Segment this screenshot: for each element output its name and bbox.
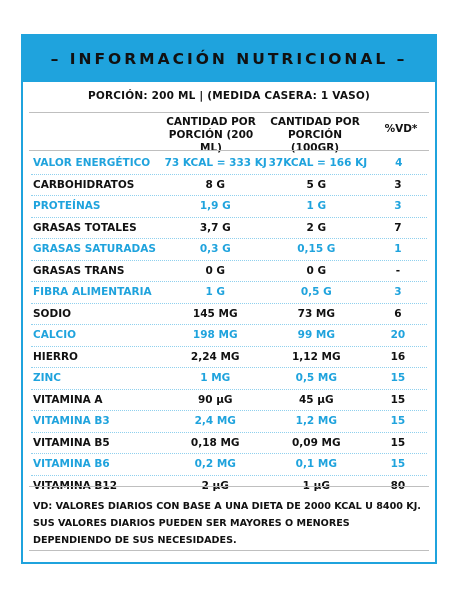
amount-100gr: 0,15 G xyxy=(297,243,336,256)
table-row: CALCIO 198 MG 99 MG 20 xyxy=(31,325,427,347)
amount-100gr: 1 G xyxy=(306,200,327,213)
table-row: VITAMINA B12 2 µG 1 µG 80 xyxy=(31,476,427,497)
amount-200ml: 1 MG xyxy=(200,372,231,385)
header-vd: %VD* xyxy=(384,123,418,135)
nutrient-name: VITAMINA B3 xyxy=(33,415,110,428)
daily-value: 15 xyxy=(390,458,406,471)
nutrient-name: VITAMINA B6 xyxy=(33,458,110,471)
amount-100gr: 0,5 G xyxy=(300,286,332,299)
amount-200ml: 1 G xyxy=(205,286,226,299)
divider xyxy=(29,150,429,151)
nutrient-name: HIERRO xyxy=(33,350,78,363)
amount-100gr: 1 µG xyxy=(302,479,330,492)
daily-value: 3 xyxy=(394,200,402,213)
amount-200ml: 0,18 MG xyxy=(190,436,240,449)
footnote: VD: VALORES DIARIOS CON BASE A UNA DIETA… xyxy=(33,501,421,546)
nutrient-name: GRASAS TOTALES xyxy=(33,221,137,234)
daily-value: - xyxy=(395,264,401,277)
nutrient-name: PROTEÍNAS xyxy=(33,200,101,213)
daily-value: 15 xyxy=(390,393,406,406)
table-row: PROTEÍNAS 1,9 G 1 G 3 xyxy=(31,196,427,218)
amount-200ml: 198 MG xyxy=(192,329,238,342)
amount-100gr: 2 G xyxy=(306,221,327,234)
table-row: VITAMINA B3 2,4 MG 1,2 MG 15 xyxy=(31,411,427,433)
nutrient-name: GRASAS SATURADAS xyxy=(33,243,156,256)
daily-value: 15 xyxy=(390,415,406,428)
table-row: VITAMINA B5 0,18 MG 0,09 MG 15 xyxy=(31,433,427,454)
nutrient-table: VALOR ENERGÉTICO 73 KCAL = 333 KJ 37KCAL =… xyxy=(31,153,427,496)
nutrient-name: VITAMINA B12 xyxy=(33,479,118,492)
table-row: VALOR ENERGÉTICO 73 KCAL = 333 KJ 37KCAL =… xyxy=(31,153,427,175)
daily-value: 3 xyxy=(394,286,402,299)
amount-100gr: 1,2 MG xyxy=(295,415,337,428)
nutrient-name: VITAMINA B5 xyxy=(33,436,110,449)
amount-100gr: 0,1 MG xyxy=(295,458,337,471)
table-row: HIERRO 2,24 MG 1,12 MG 16 xyxy=(31,347,427,368)
table-row: GRASAS SATURADAS 0,3 G 0,15 G 1 xyxy=(31,239,427,261)
amount-200ml: 145 MG xyxy=(192,307,238,320)
amount-200ml: 0 G xyxy=(205,264,226,277)
daily-value: 3 xyxy=(394,178,402,191)
amount-100gr: 73 MG xyxy=(297,307,335,320)
nutrient-name: CALCIO xyxy=(33,329,77,342)
amount-200ml: 2 µG xyxy=(201,479,229,492)
table-row: VITAMINA B6 0,2 MG 0,1 MG 15 xyxy=(31,454,427,476)
daily-value: 4 xyxy=(395,157,403,170)
divider xyxy=(29,486,429,487)
nutrient-name: SODIO xyxy=(33,307,72,320)
divider xyxy=(29,112,429,113)
nutrient-name: FIBRA ALIMENTARIA xyxy=(33,286,152,299)
daily-value: 80 xyxy=(390,479,406,492)
amount-100gr: 45 µG xyxy=(299,393,334,406)
table-row: CARBOHIDRATOS 8 G 5 G 3 xyxy=(31,175,427,196)
daily-value: 15 xyxy=(390,436,406,449)
amount-100gr: 5 G xyxy=(306,178,327,191)
daily-value: 1 xyxy=(394,243,402,256)
amount-200ml: 2,4 MG xyxy=(194,415,236,428)
amount-200ml: 0,2 MG xyxy=(194,458,236,471)
amount-100gr: 0 G xyxy=(306,264,327,277)
nutrient-name: VITAMINA A xyxy=(33,393,103,406)
amount-100gr: 0,5 MG xyxy=(295,372,337,385)
amount-200ml: 73 KCAL = 333 KJ xyxy=(164,157,267,170)
amount-200ml: 0,3 G xyxy=(199,243,231,256)
amount-200ml: 1,9 G xyxy=(199,200,231,213)
divider xyxy=(29,550,429,551)
table-row: ZINC 1 MG 0,5 MG 15 xyxy=(31,368,427,390)
daily-value: 6 xyxy=(394,307,402,320)
daily-value: 15 xyxy=(390,372,406,385)
nutrient-name: VALOR ENERGÉTICO xyxy=(33,157,151,170)
amount-200ml: 90 µG xyxy=(197,393,233,406)
amount-200ml: 2,24 MG xyxy=(190,350,240,363)
daily-value: 16 xyxy=(390,350,406,363)
nutrition-label: – INFORMACIÓN NUTRICIONAL – PORCIÓN: 200… xyxy=(21,34,437,564)
portion-size: PORCIÓN: 200 ML | (MEDIDA CASERA: 1 VASO… xyxy=(87,90,371,102)
table-row: VITAMINA A 90 µG 45 µG 15 xyxy=(31,390,427,411)
nutrient-name: ZINC xyxy=(33,372,62,385)
table-row: GRASAS TOTALES 3,7 G 2 G 7 xyxy=(31,218,427,239)
amount-200ml: 8 G xyxy=(205,178,226,191)
daily-value: 7 xyxy=(394,221,402,234)
daily-value: 20 xyxy=(390,329,406,342)
amount-100gr: 1,12 MG xyxy=(291,350,341,363)
nutrient-name: GRASAS TRANS xyxy=(33,264,125,277)
header-portion-100: CANTIDAD POR PORCIÓN (100GR) xyxy=(270,116,360,154)
table-row: SODIO 145 MG 73 MG 6 xyxy=(31,304,427,325)
table-row: FIBRA ALIMENTARIA 1 G 0,5 G 3 xyxy=(31,282,427,304)
label-title: – INFORMACIÓN NUTRICIONAL – xyxy=(23,36,435,82)
header-portion-200: CANTIDAD POR PORCIÓN (200 ML) xyxy=(166,116,256,154)
amount-100gr: 0,09 MG xyxy=(291,436,341,449)
nutrient-name: CARBOHIDRATOS xyxy=(33,178,135,191)
amount-200ml: 3,7 G xyxy=(199,221,231,234)
amount-100gr: 99 MG xyxy=(297,329,335,342)
table-row: GRASAS TRANS 0 G 0 G - xyxy=(31,261,427,282)
amount-100gr: 37KCAL = 166 KJ xyxy=(268,157,368,170)
